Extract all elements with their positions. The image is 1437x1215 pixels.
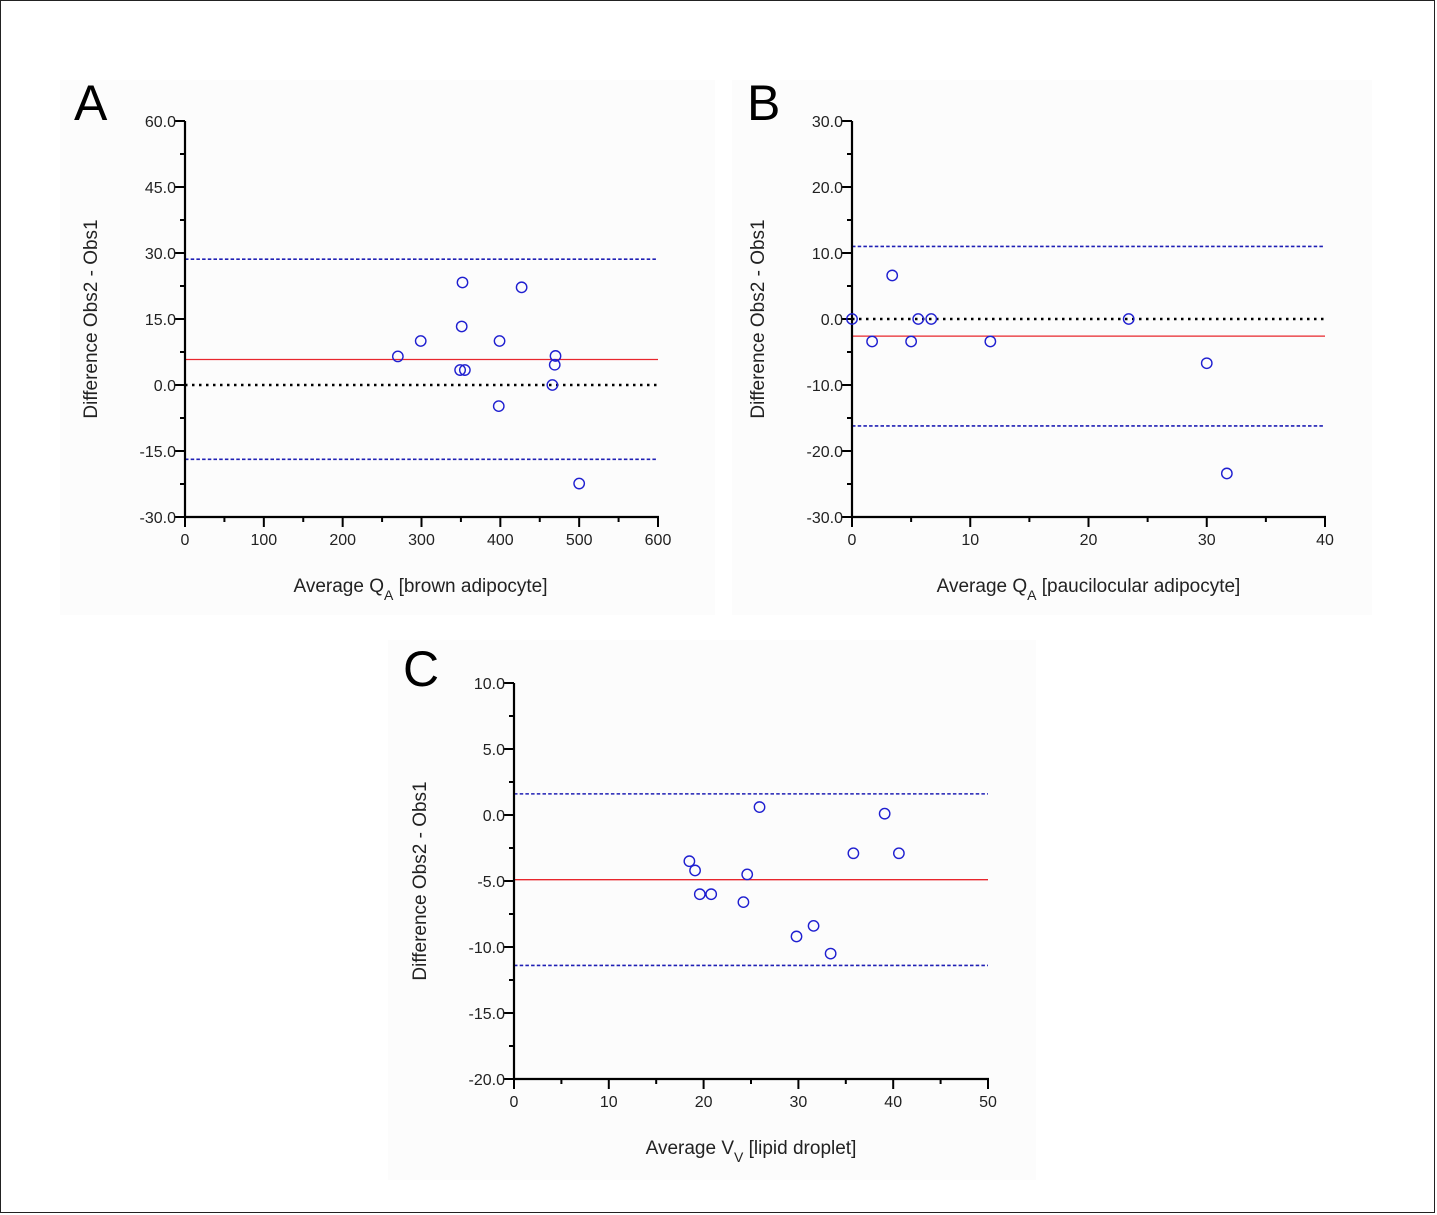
- panel-b-x-tick-label: 0: [848, 532, 857, 549]
- panel-c-data-point: [847, 847, 860, 860]
- panel-a-x-tick-label: 100: [250, 532, 277, 549]
- panel-b-y-tick-label: 20.0: [812, 180, 843, 197]
- panel-a-data-point: [546, 379, 559, 391]
- panel-c-x-tick-label: 50: [979, 1094, 997, 1111]
- panel-a-y-tick-label: 0.0: [154, 378, 176, 395]
- panel-c-letter: C: [403, 641, 439, 697]
- panel-b: B Average QA [paucilocular adipocyte] Di…: [747, 75, 1334, 603]
- panel-c-y-axis-title: Difference Obs2 - Obs1: [410, 781, 431, 980]
- panel-a-y-tick-label: 45.0: [145, 180, 176, 197]
- panel-c-data-point: [689, 864, 701, 877]
- panel-c-y-tick-label: -15.0: [469, 1006, 506, 1023]
- panel-b-background: [732, 80, 1372, 615]
- panel-a-y-tick-label: 30.0: [145, 246, 176, 263]
- panel-b-data-point: [866, 335, 879, 348]
- panel-b-y-tick-label: 0.0: [821, 312, 843, 329]
- panel-a-data-point: [548, 358, 561, 371]
- panel-c-x-tick-label: 30: [790, 1094, 808, 1111]
- panel-c-y-tick-label: -5.0: [477, 874, 505, 891]
- panel-c-data-point: [807, 919, 820, 932]
- panel-c-y-tick-label: -10.0: [469, 940, 506, 957]
- panel-a-x-axis-title: Average QA [brown adipocyte]: [293, 576, 547, 603]
- panel-b-data-point: [1122, 313, 1135, 325]
- panel-b-y-tick-label: -10.0: [807, 378, 844, 395]
- panel-a-data-point: [458, 364, 471, 376]
- panel-b-data-point: [1220, 467, 1233, 480]
- panel-b-y-tick-label: 10.0: [812, 246, 843, 263]
- panel-a-y-axis-title: Difference Obs2 - Obs1: [81, 219, 102, 418]
- panel-c-y-tick-label: -20.0: [469, 1072, 506, 1089]
- panel-a-data-point: [456, 276, 469, 289]
- panel-c-y-tick-label: 5.0: [483, 742, 505, 759]
- panel-a-data-point: [454, 364, 467, 376]
- panel-b-data-point: [984, 335, 997, 348]
- panel-c-data-point: [683, 855, 696, 868]
- panel-a-letter: A: [74, 75, 108, 131]
- panel-b-letter: B: [747, 75, 780, 131]
- panel-c-data-point: [790, 930, 803, 943]
- panel-c-x-tick-label: 10: [600, 1094, 618, 1111]
- panel-c-data-point: [878, 807, 891, 820]
- panel-c-x-tick-label: 0: [510, 1094, 519, 1111]
- panel-a-data-point: [455, 320, 468, 333]
- panel-c-y-tick-label: 0.0: [483, 808, 505, 825]
- panel-a-x-tick-label: 600: [645, 532, 672, 549]
- panel-a-x-tick-label: 200: [329, 532, 356, 549]
- panel-c-background: [388, 640, 1036, 1180]
- panel-c-x-axis-title: Average VV [lipid droplet]: [646, 1138, 857, 1165]
- panel-c-data-point: [892, 847, 905, 860]
- panel-c: C Average VV [lipid droplet] Difference …: [403, 641, 997, 1165]
- panel-a-x-tick-label: 300: [408, 532, 435, 549]
- panel-a-data-point: [515, 281, 528, 294]
- panel-c-data-point: [824, 947, 837, 960]
- panel-a-data-point: [573, 477, 586, 490]
- panel-c-data-point: [737, 896, 750, 909]
- panel-a-background: [60, 80, 715, 615]
- panel-b-data-point: [886, 269, 899, 282]
- panel-a-y-tick-label: 60.0: [145, 114, 176, 131]
- panel-a-data-point: [549, 350, 562, 362]
- panel-a-x-tick-label: 400: [487, 532, 514, 549]
- panel-a-y-tick-label: 15.0: [145, 312, 176, 329]
- panel-a-x-tick-label: 500: [566, 532, 593, 549]
- panel-c-data-point: [753, 801, 766, 813]
- panel-b-x-tick-label: 40: [1316, 532, 1334, 549]
- panel-a-y-tick-label: -30.0: [140, 510, 177, 527]
- panel-c-y-tick-label: 10.0: [474, 676, 505, 693]
- panel-b-data-point: [1200, 357, 1213, 370]
- panel-c-x-tick-label: 40: [884, 1094, 902, 1111]
- panel-b-x-axis-title: Average QA [paucilocular adipocyte]: [937, 576, 1241, 603]
- panel-a-data-point: [391, 350, 404, 363]
- panel-b-x-tick-label: 10: [961, 532, 979, 549]
- panel-b-x-tick-label: 30: [1198, 532, 1216, 549]
- panel-b-data-point: [905, 335, 918, 348]
- panel-c-data-point: [741, 868, 754, 881]
- panel-b-y-axis-title: Difference Obs2 - Obs1: [748, 219, 769, 418]
- panel-b-data-point: [846, 313, 858, 325]
- panel-a-data-point: [414, 335, 427, 347]
- panel-b-y-tick-label: -30.0: [807, 510, 844, 527]
- panel-c-data-point: [705, 888, 718, 901]
- panel-b-data-point: [912, 313, 925, 325]
- panel-b-x-tick-label: 20: [1080, 532, 1098, 549]
- panel-c-data-point: [693, 888, 706, 901]
- panel-b-data-point: [925, 313, 938, 325]
- panel-c-x-tick-label: 20: [695, 1094, 713, 1111]
- panel-a: A Average QA [brown adipocyte] Differenc…: [74, 75, 671, 603]
- panel-b-y-tick-label: -20.0: [807, 444, 844, 461]
- panel-a-data-point: [493, 335, 506, 347]
- panel-b-y-tick-label: 30.0: [812, 114, 843, 131]
- panel-a-y-tick-label: -15.0: [140, 444, 177, 461]
- panel-a-data-point: [492, 400, 505, 413]
- panel-a-x-tick-label: 0: [181, 532, 190, 549]
